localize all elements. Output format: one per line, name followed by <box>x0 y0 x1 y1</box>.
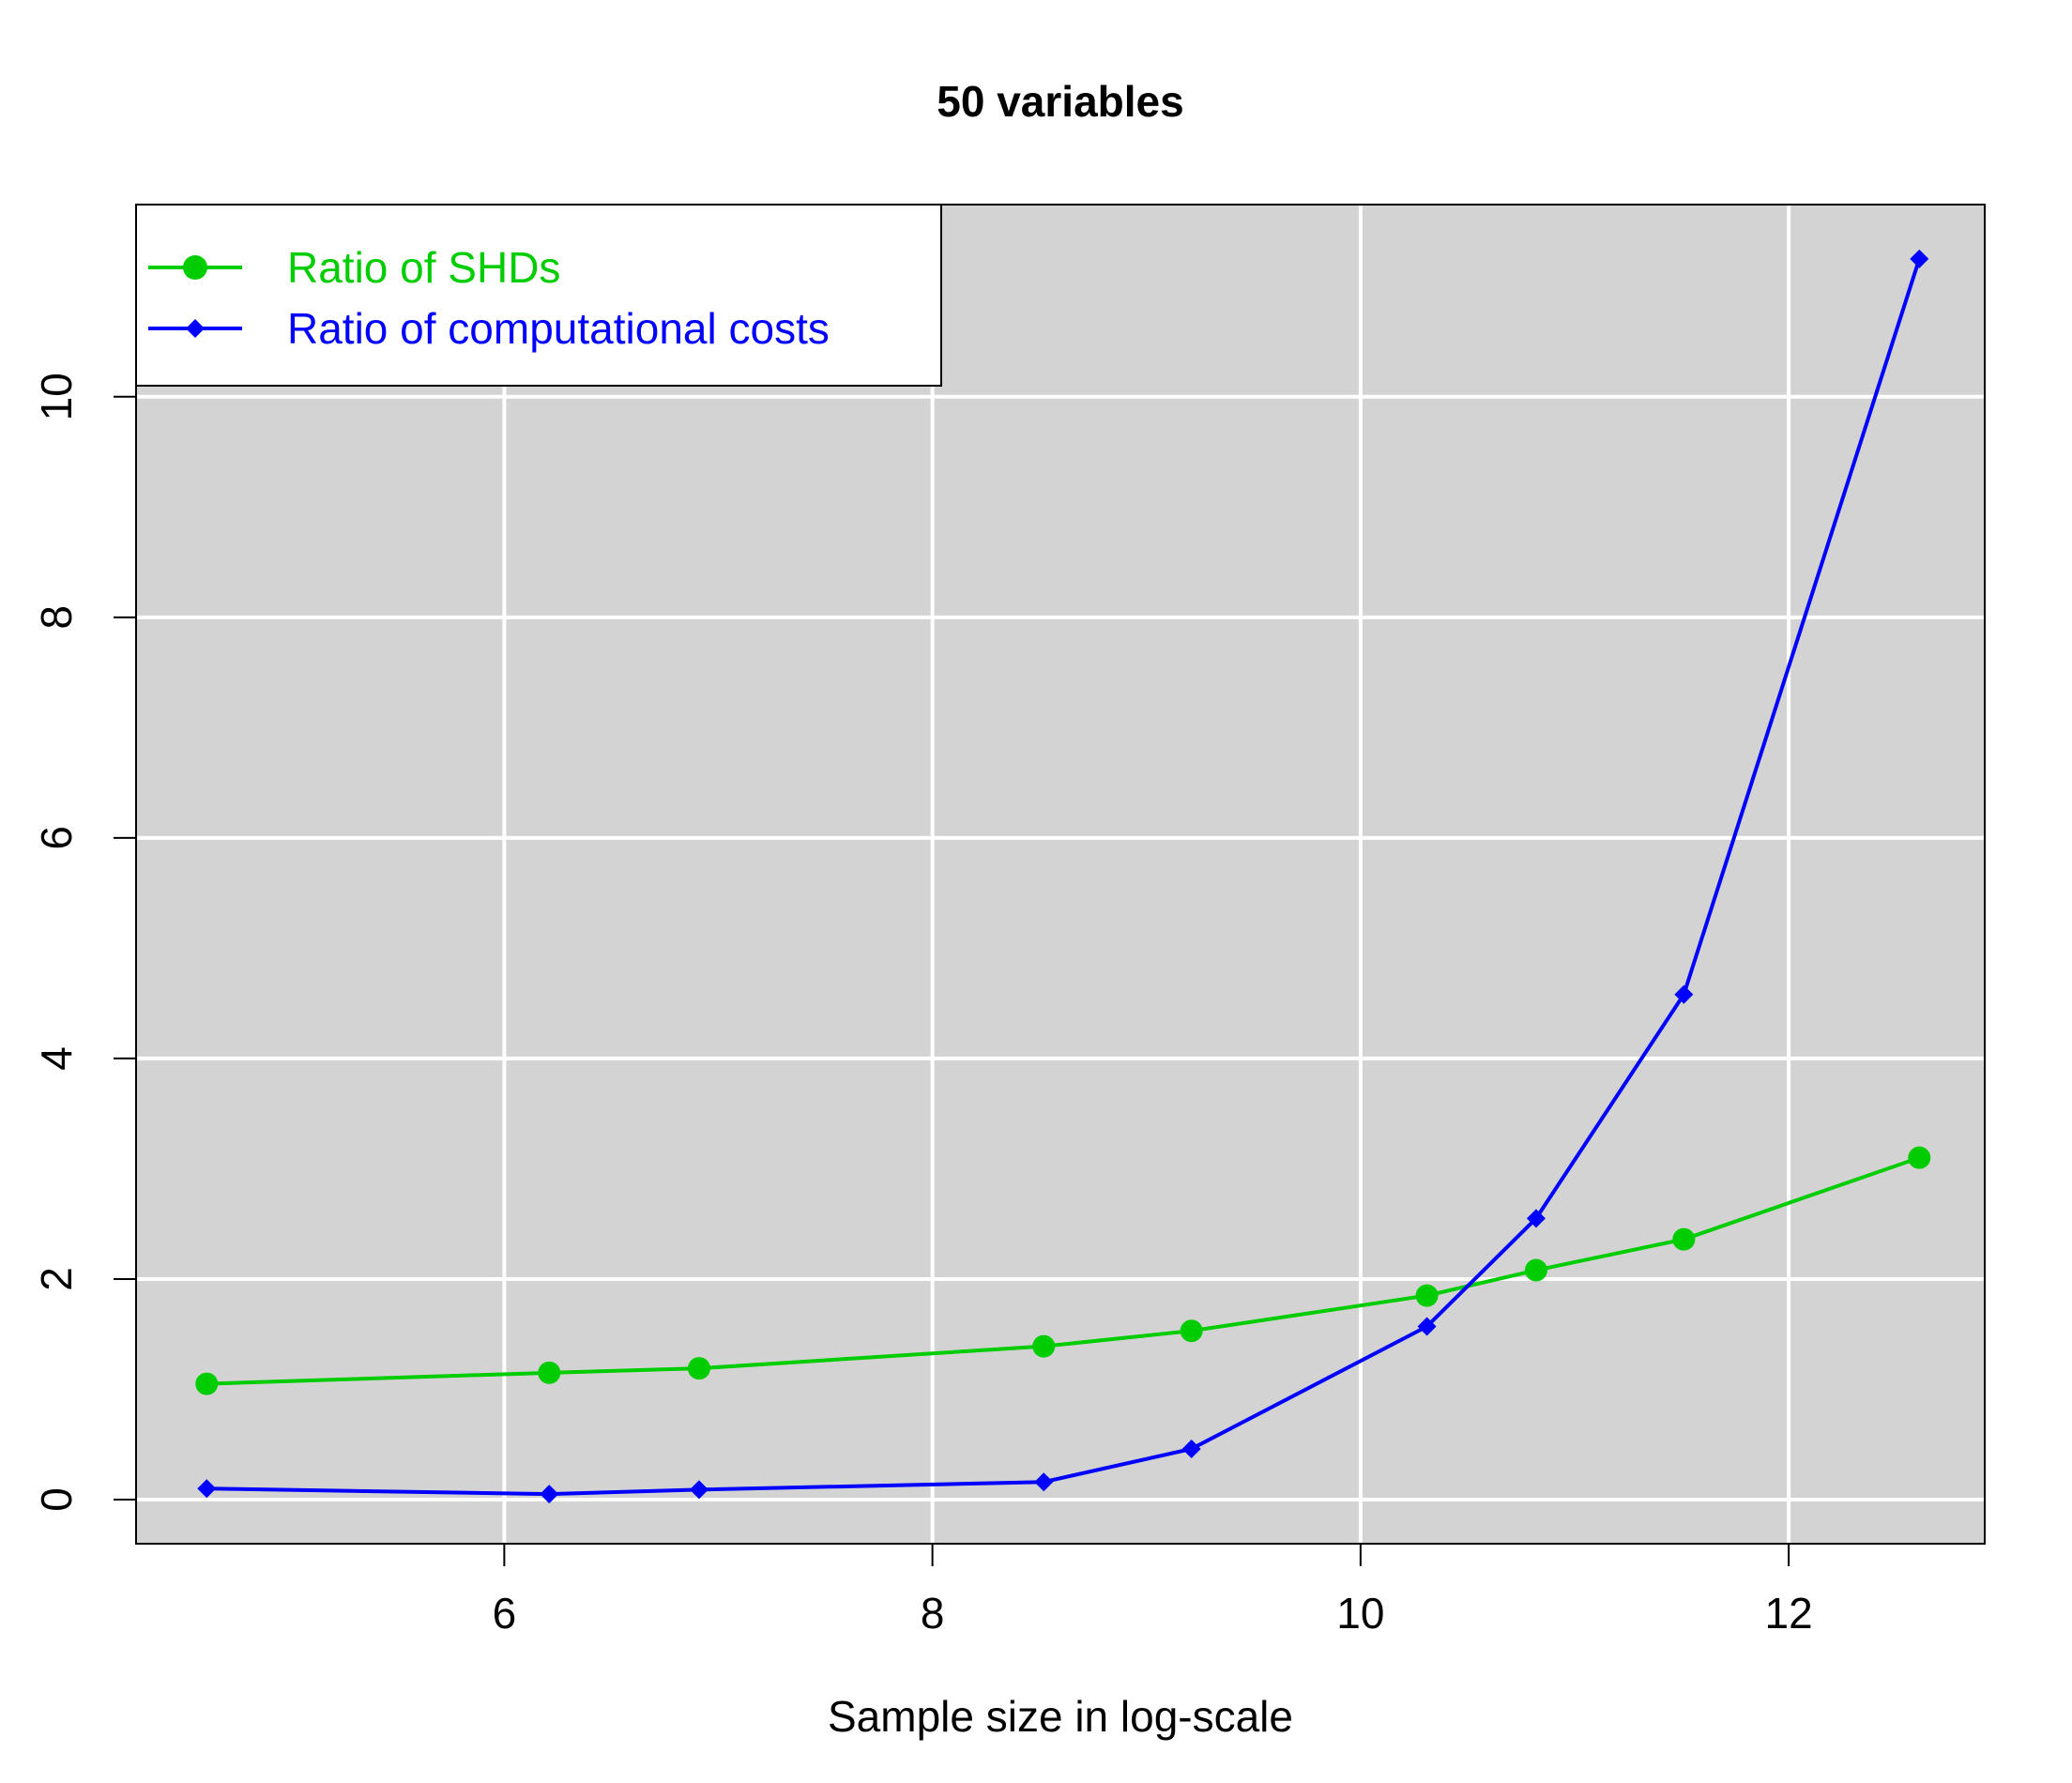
data-point <box>1180 1319 1203 1343</box>
x-tick-label: 8 <box>921 1589 945 1638</box>
legend-label: Ratio of computational costs <box>287 304 830 353</box>
data-point <box>186 319 205 338</box>
y-tick-label: 2 <box>32 1267 81 1291</box>
x-tick-label: 12 <box>1765 1589 1813 1638</box>
data-point <box>1908 1146 1931 1169</box>
plot-area <box>136 205 1985 1544</box>
series-1 <box>195 1146 1931 1395</box>
data-point <box>1181 1439 1201 1458</box>
data-point <box>1032 1334 1056 1358</box>
y-tick-label: 4 <box>32 1046 81 1071</box>
data-point <box>1417 1317 1437 1336</box>
y-tick-label: 6 <box>32 826 81 850</box>
x-tick-label: 6 <box>493 1589 517 1638</box>
chart-title: 50 variables <box>937 77 1183 126</box>
series-layer <box>195 249 1931 1504</box>
data-point <box>183 255 207 280</box>
legend: Ratio of SHDs Ratio of computational cost… <box>135 204 942 387</box>
data-point <box>1415 1284 1439 1307</box>
data-point <box>1526 1209 1546 1228</box>
legend-entry: Ratio of computational costs <box>148 304 830 353</box>
x-axis-title: Sample size in log-scale <box>828 1692 1293 1741</box>
legend-label: Ratio of SHDs <box>287 243 560 292</box>
y-axis: 0 2 4 6 8 10 <box>32 373 137 1512</box>
grid <box>136 205 1985 1544</box>
y-tick-label: 0 <box>32 1487 81 1512</box>
data-point <box>195 1372 219 1395</box>
legend-entry: Ratio of SHDs <box>148 243 560 292</box>
legend-box <box>135 204 942 387</box>
data-point <box>1910 249 1929 268</box>
data-point <box>197 1479 217 1499</box>
series-2 <box>197 249 1929 1504</box>
data-point <box>1674 984 1694 1004</box>
data-point <box>1524 1258 1547 1282</box>
y-tick-label: 10 <box>32 373 81 420</box>
y-tick-label: 8 <box>32 605 81 630</box>
x-tick-label: 10 <box>1336 1589 1384 1638</box>
data-point <box>689 1480 708 1500</box>
data-point <box>1034 1472 1054 1492</box>
x-axis: 6 8 10 12 <box>493 1543 1813 1638</box>
data-point <box>1672 1227 1696 1251</box>
data-point <box>687 1357 710 1380</box>
data-point <box>538 1361 561 1384</box>
data-point <box>540 1485 559 1504</box>
